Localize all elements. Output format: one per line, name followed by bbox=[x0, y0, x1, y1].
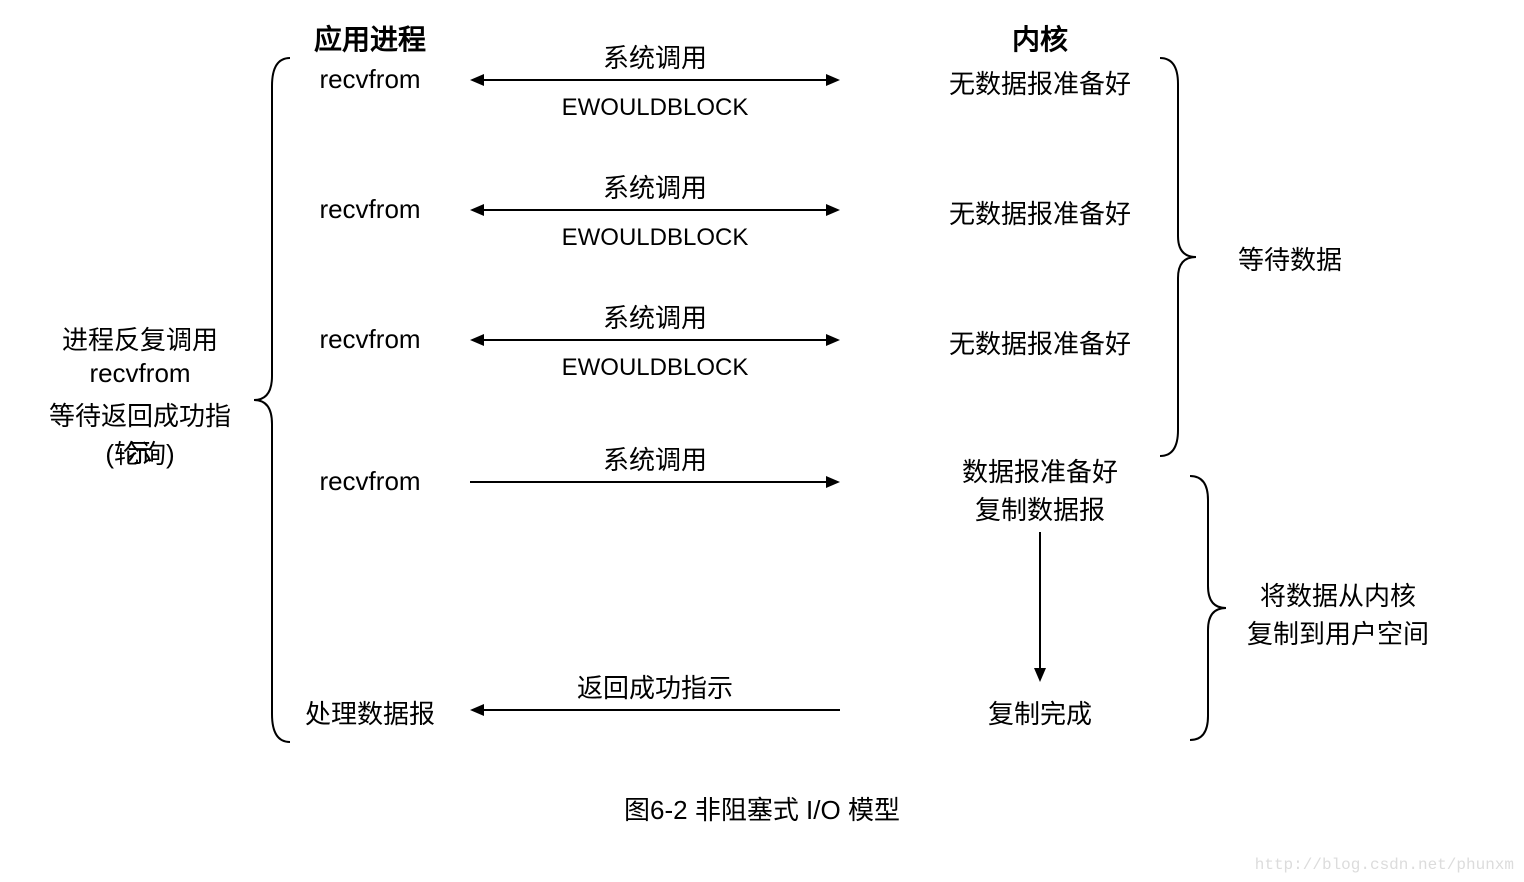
header-app-process: 应用进程 bbox=[300, 18, 440, 58]
row2-kernel-label: 无数据报准备好 bbox=[940, 194, 1140, 231]
row3-arrow-bot-label: EWOULDBLOCK bbox=[470, 354, 840, 382]
row5-app-label: 处理数据报 bbox=[290, 694, 450, 731]
header-kernel: 内核 bbox=[1000, 18, 1080, 58]
row5-arrow bbox=[470, 702, 840, 718]
left-brace bbox=[252, 56, 292, 744]
left-brace-label-4: (轮询) bbox=[40, 434, 240, 471]
figure-caption: 图6-2 非阻塞式 I/O 模型 bbox=[0, 790, 1524, 827]
row1-kernel-label: 无数据报准备好 bbox=[940, 64, 1140, 101]
row2-app-label: recvfrom bbox=[300, 194, 440, 225]
right-brace-copy bbox=[1188, 474, 1228, 742]
row4-arrow bbox=[470, 474, 840, 490]
watermark: http://blog.csdn.net/phunxm bbox=[1255, 856, 1514, 874]
row4-arrow-top-label: 系统调用 bbox=[470, 440, 840, 477]
row2-arrow-top-label: 系统调用 bbox=[470, 168, 840, 205]
right-brace-wait bbox=[1158, 56, 1198, 458]
row2-arrow-bot-label: EWOULDBLOCK bbox=[470, 224, 840, 252]
row1-arrow-top-label: 系统调用 bbox=[470, 38, 840, 75]
row4-kernel-label-2: 复制数据报 bbox=[940, 490, 1140, 527]
row3-arrow bbox=[470, 332, 840, 348]
right-brace2-label-1: 将数据从内核 bbox=[1238, 576, 1438, 613]
row3-arrow-top-label: 系统调用 bbox=[470, 298, 840, 335]
right-brace1-label: 等待数据 bbox=[1210, 240, 1370, 277]
left-brace-label-1: 进程反复调用 bbox=[40, 320, 240, 357]
left-brace-label-2: recvfrom bbox=[40, 358, 240, 389]
right-brace2-label-2: 复制到用户空间 bbox=[1238, 614, 1438, 651]
row5-arrow-top-label: 返回成功指示 bbox=[470, 668, 840, 705]
copy-down-arrow bbox=[1032, 532, 1048, 682]
row5-kernel-label: 复制完成 bbox=[940, 694, 1140, 731]
row4-app-label: recvfrom bbox=[300, 466, 440, 497]
row1-arrow-bot-label: EWOULDBLOCK bbox=[470, 94, 840, 122]
row3-app-label: recvfrom bbox=[300, 324, 440, 355]
row1-arrow bbox=[470, 72, 840, 88]
row4-kernel-label-1: 数据报准备好 bbox=[940, 452, 1140, 489]
row1-app-label: recvfrom bbox=[300, 64, 440, 95]
row2-arrow bbox=[470, 202, 840, 218]
row3-kernel-label: 无数据报准备好 bbox=[940, 324, 1140, 361]
